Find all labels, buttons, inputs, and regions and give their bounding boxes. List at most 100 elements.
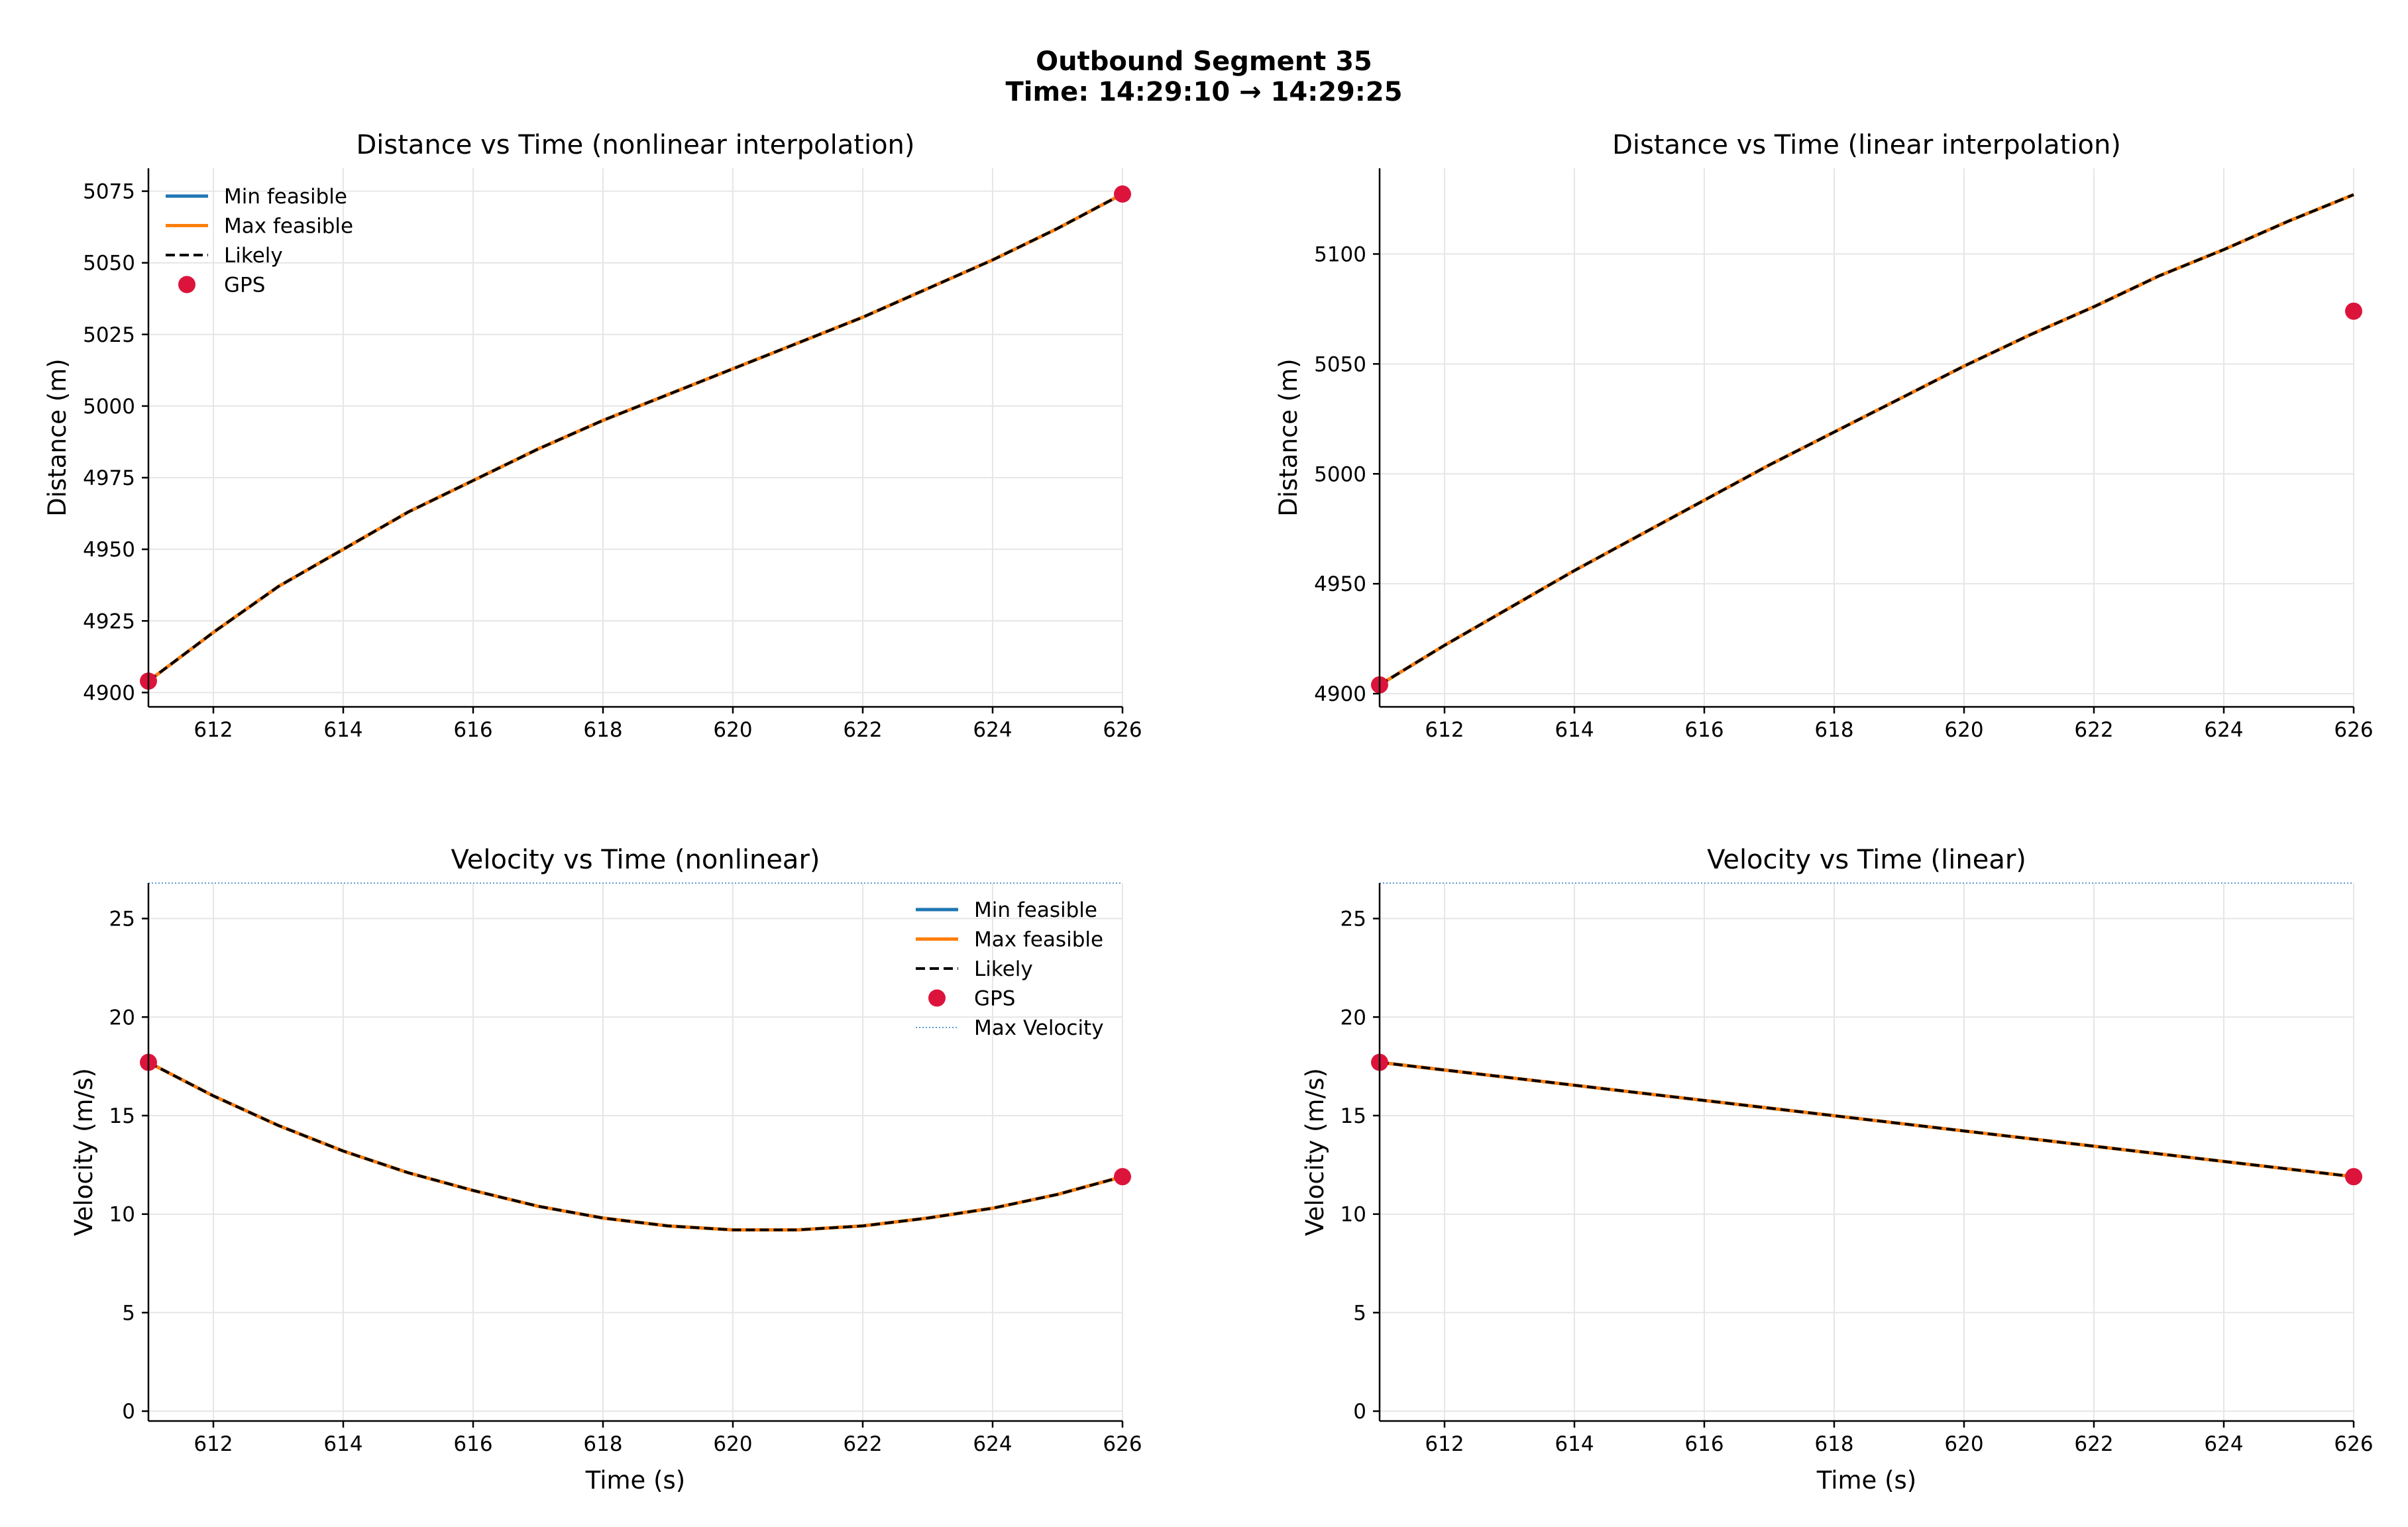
y-tick-label: 0 [122, 1400, 135, 1424]
series-line-likely [1379, 1061, 2354, 1179]
series-line-min-feasible [147, 1061, 1123, 1232]
y-tick-label: 20 [109, 1006, 135, 1029]
panel-vel-nonlinear: 612 614 616 618 620 622 624 626 0 5 10 15 20 25 Veloci… [70, 845, 1142, 1495]
y-tick-label: 20 [1341, 1006, 1366, 1029]
x-tick-label: 626 [2334, 718, 2373, 742]
x-tick-label: 624 [973, 718, 1012, 742]
panel-title: Velocity vs Time (nonlinear) [451, 845, 820, 875]
y-tick-label: 5050 [83, 252, 135, 276]
x-tick-label: 614 [323, 1432, 362, 1456]
y-tick-label: 4950 [83, 538, 135, 562]
y-tick-label: 25 [109, 908, 135, 931]
x-tick-label: 616 [1684, 1432, 1724, 1456]
legend-label: GPS [224, 274, 265, 297]
x-tick-label: 624 [2204, 718, 2243, 742]
legend-label: Min feasible [974, 898, 1097, 922]
x-axis-label: Time (s) [1816, 1466, 1916, 1495]
series-line-max-feasible [147, 192, 1124, 683]
figure-title-line2: Time: 14:29:10 → 14:29:25 [1005, 77, 1402, 107]
y-tick-label: 5 [122, 1301, 135, 1325]
x-tick-label: 612 [1425, 718, 1464, 742]
legend-label: Min feasible [224, 185, 347, 209]
y-tick-label: 5075 [83, 180, 135, 204]
x-tick-label: 612 [1425, 1432, 1464, 1456]
legend-swatch-gps [178, 276, 195, 293]
x-tick-label: 618 [1814, 718, 1853, 742]
y-tick-label: 10 [1341, 1203, 1366, 1227]
legend-label: Max feasible [974, 928, 1103, 952]
panel-dist-linear: 612 614 616 618 620 622 624 626 4900 4950 5000 5050… [1274, 130, 2374, 742]
panel-title: Velocity vs Time (linear) [1707, 845, 2026, 875]
x-tick-label: 618 [583, 1432, 622, 1456]
y-tick-label: 5100 [1314, 242, 1366, 266]
y-tick-label: 5 [1353, 1301, 1366, 1325]
legend: Min feasible Max feasible Likely GPS [166, 185, 353, 297]
x-tick-label: 614 [323, 718, 362, 742]
series-line-likely [1378, 193, 2354, 686]
y-axis-label: Velocity (m/s) [1301, 1068, 1329, 1236]
x-tick-label: 614 [1555, 1432, 1594, 1456]
x-tick-label: 624 [973, 1432, 1012, 1456]
legend-label: Max Velocity [974, 1016, 1104, 1040]
x-tick-label: 618 [1814, 1432, 1853, 1456]
x-tick-label: 626 [1103, 718, 1142, 742]
y-tick-label: 15 [1341, 1104, 1366, 1128]
x-tick-label: 616 [453, 1432, 492, 1456]
gps-point [1114, 185, 1131, 203]
series-line-likely [148, 1061, 1123, 1232]
y-tick-label: 15 [109, 1104, 135, 1128]
panels: 612 614 616 618 620 622 624 626 4900 4925 4950 4975… [43, 130, 2374, 1495]
x-tick-label: 622 [843, 1432, 882, 1456]
figure-title-line1: Outbound Segment 35 [1036, 46, 1372, 77]
x-tick-label: 618 [583, 718, 622, 742]
y-tick-label: 5025 [83, 323, 135, 347]
x-tick-label: 622 [2074, 1432, 2113, 1456]
x-tick-label: 616 [1684, 718, 1724, 742]
panel-title: Distance vs Time (nonlinear interpolatio… [356, 130, 914, 160]
y-tick-label: 5000 [1314, 462, 1366, 486]
x-tick-label: 620 [1944, 1432, 1983, 1456]
x-axis-label: Time (s) [585, 1466, 685, 1495]
y-axis-label: Distance (m) [1274, 358, 1303, 516]
y-tick-label: 5050 [1314, 352, 1366, 376]
y-tick-label: 0 [1353, 1400, 1366, 1424]
y-tick-label: 4900 [83, 681, 135, 705]
x-tick-label: 612 [193, 1432, 233, 1456]
x-tick-label: 620 [713, 1432, 752, 1456]
gps-point [1114, 1168, 1131, 1186]
x-tick-label: 622 [2074, 718, 2113, 742]
panel-title: Distance vs Time (linear interpolation) [1612, 130, 2121, 160]
legend-swatch-gps [928, 989, 946, 1007]
panel-dist-nonlinear: 612 614 616 618 620 622 624 626 4900 4925 4950 4975… [43, 130, 1142, 742]
series-line-min-feasible [1378, 193, 2354, 686]
y-tick-label: 4925 [83, 609, 135, 633]
x-tick-label: 612 [193, 718, 233, 742]
legend-label: Likely [974, 957, 1033, 981]
y-tick-label: 4975 [83, 466, 135, 490]
x-tick-label: 620 [713, 718, 752, 742]
y-tick-label: 4900 [1314, 682, 1366, 706]
legend-label: GPS [974, 987, 1015, 1011]
x-tick-label: 616 [453, 718, 492, 742]
gps-point [2345, 1168, 2362, 1186]
legend-label: Likely [224, 244, 283, 268]
y-axis-label: Distance (m) [43, 358, 72, 516]
legend: Min feasible Max feasible Likely GPS Max Vel… [916, 898, 1104, 1040]
y-tick-label: 25 [1341, 908, 1366, 931]
y-tick-label: 4950 [1314, 572, 1366, 596]
x-tick-label: 624 [2204, 1432, 2243, 1456]
x-tick-label: 626 [2334, 1432, 2373, 1456]
x-tick-label: 614 [1555, 718, 1594, 742]
legend-label: Max feasible [224, 215, 353, 238]
y-tick-label: 5000 [83, 395, 135, 419]
x-tick-label: 626 [1103, 1432, 1142, 1456]
series-line-max-feasible [1378, 193, 2354, 686]
x-tick-label: 622 [843, 718, 882, 742]
y-tick-label: 10 [109, 1203, 135, 1227]
series-line-max-feasible [147, 1061, 1123, 1232]
x-tick-label: 620 [1944, 718, 1983, 742]
gps-point [2345, 302, 2362, 320]
series-line-likely [147, 193, 1123, 682]
panel-vel-linear: 612 614 616 618 620 622 624 626 0 5 10 15 20 25 Veloci… [1301, 845, 2374, 1495]
